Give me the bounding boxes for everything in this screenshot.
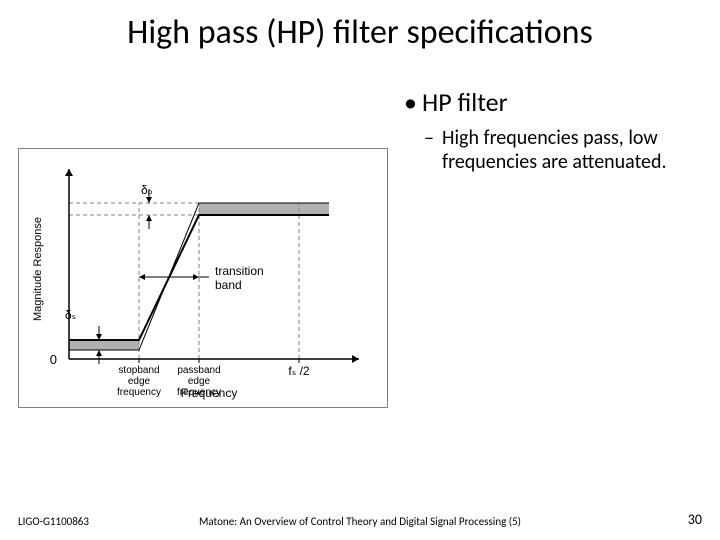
- page-number: 30: [688, 511, 702, 528]
- svg-text:Magnitude Response: Magnitude Response: [32, 217, 44, 321]
- slide-title: High pass (HP) filter specifications: [0, 12, 720, 53]
- svg-text:edge: edge: [128, 376, 151, 387]
- svg-text:transition: transition: [215, 264, 264, 278]
- footer-center: Matone: An Overview of Control Theory an…: [0, 515, 720, 528]
- bullet-level1: HP filter: [400, 86, 708, 118]
- svg-text:passband: passband: [177, 365, 220, 376]
- svg-text:0: 0: [50, 352, 57, 367]
- svg-text:δₚ: δₚ: [141, 183, 153, 197]
- svg-text:frequency: frequency: [117, 387, 161, 398]
- svg-text:edge: edge: [188, 376, 211, 387]
- svg-text:band: band: [215, 278, 242, 292]
- bullet-list: HP filter High frequencies pass, low fre…: [400, 86, 708, 174]
- filter-spec-figure: 0Magnitude ResponseFrequencyδₛδₚtransiti…: [18, 148, 388, 408]
- svg-text:frequency: frequency: [177, 387, 221, 398]
- svg-text:fₛ /2: fₛ /2: [288, 364, 309, 378]
- svg-text:δₛ: δₛ: [65, 308, 76, 322]
- svg-text:stopband: stopband: [118, 365, 159, 376]
- bullet-level2: High frequencies pass, low frequencies a…: [400, 126, 708, 174]
